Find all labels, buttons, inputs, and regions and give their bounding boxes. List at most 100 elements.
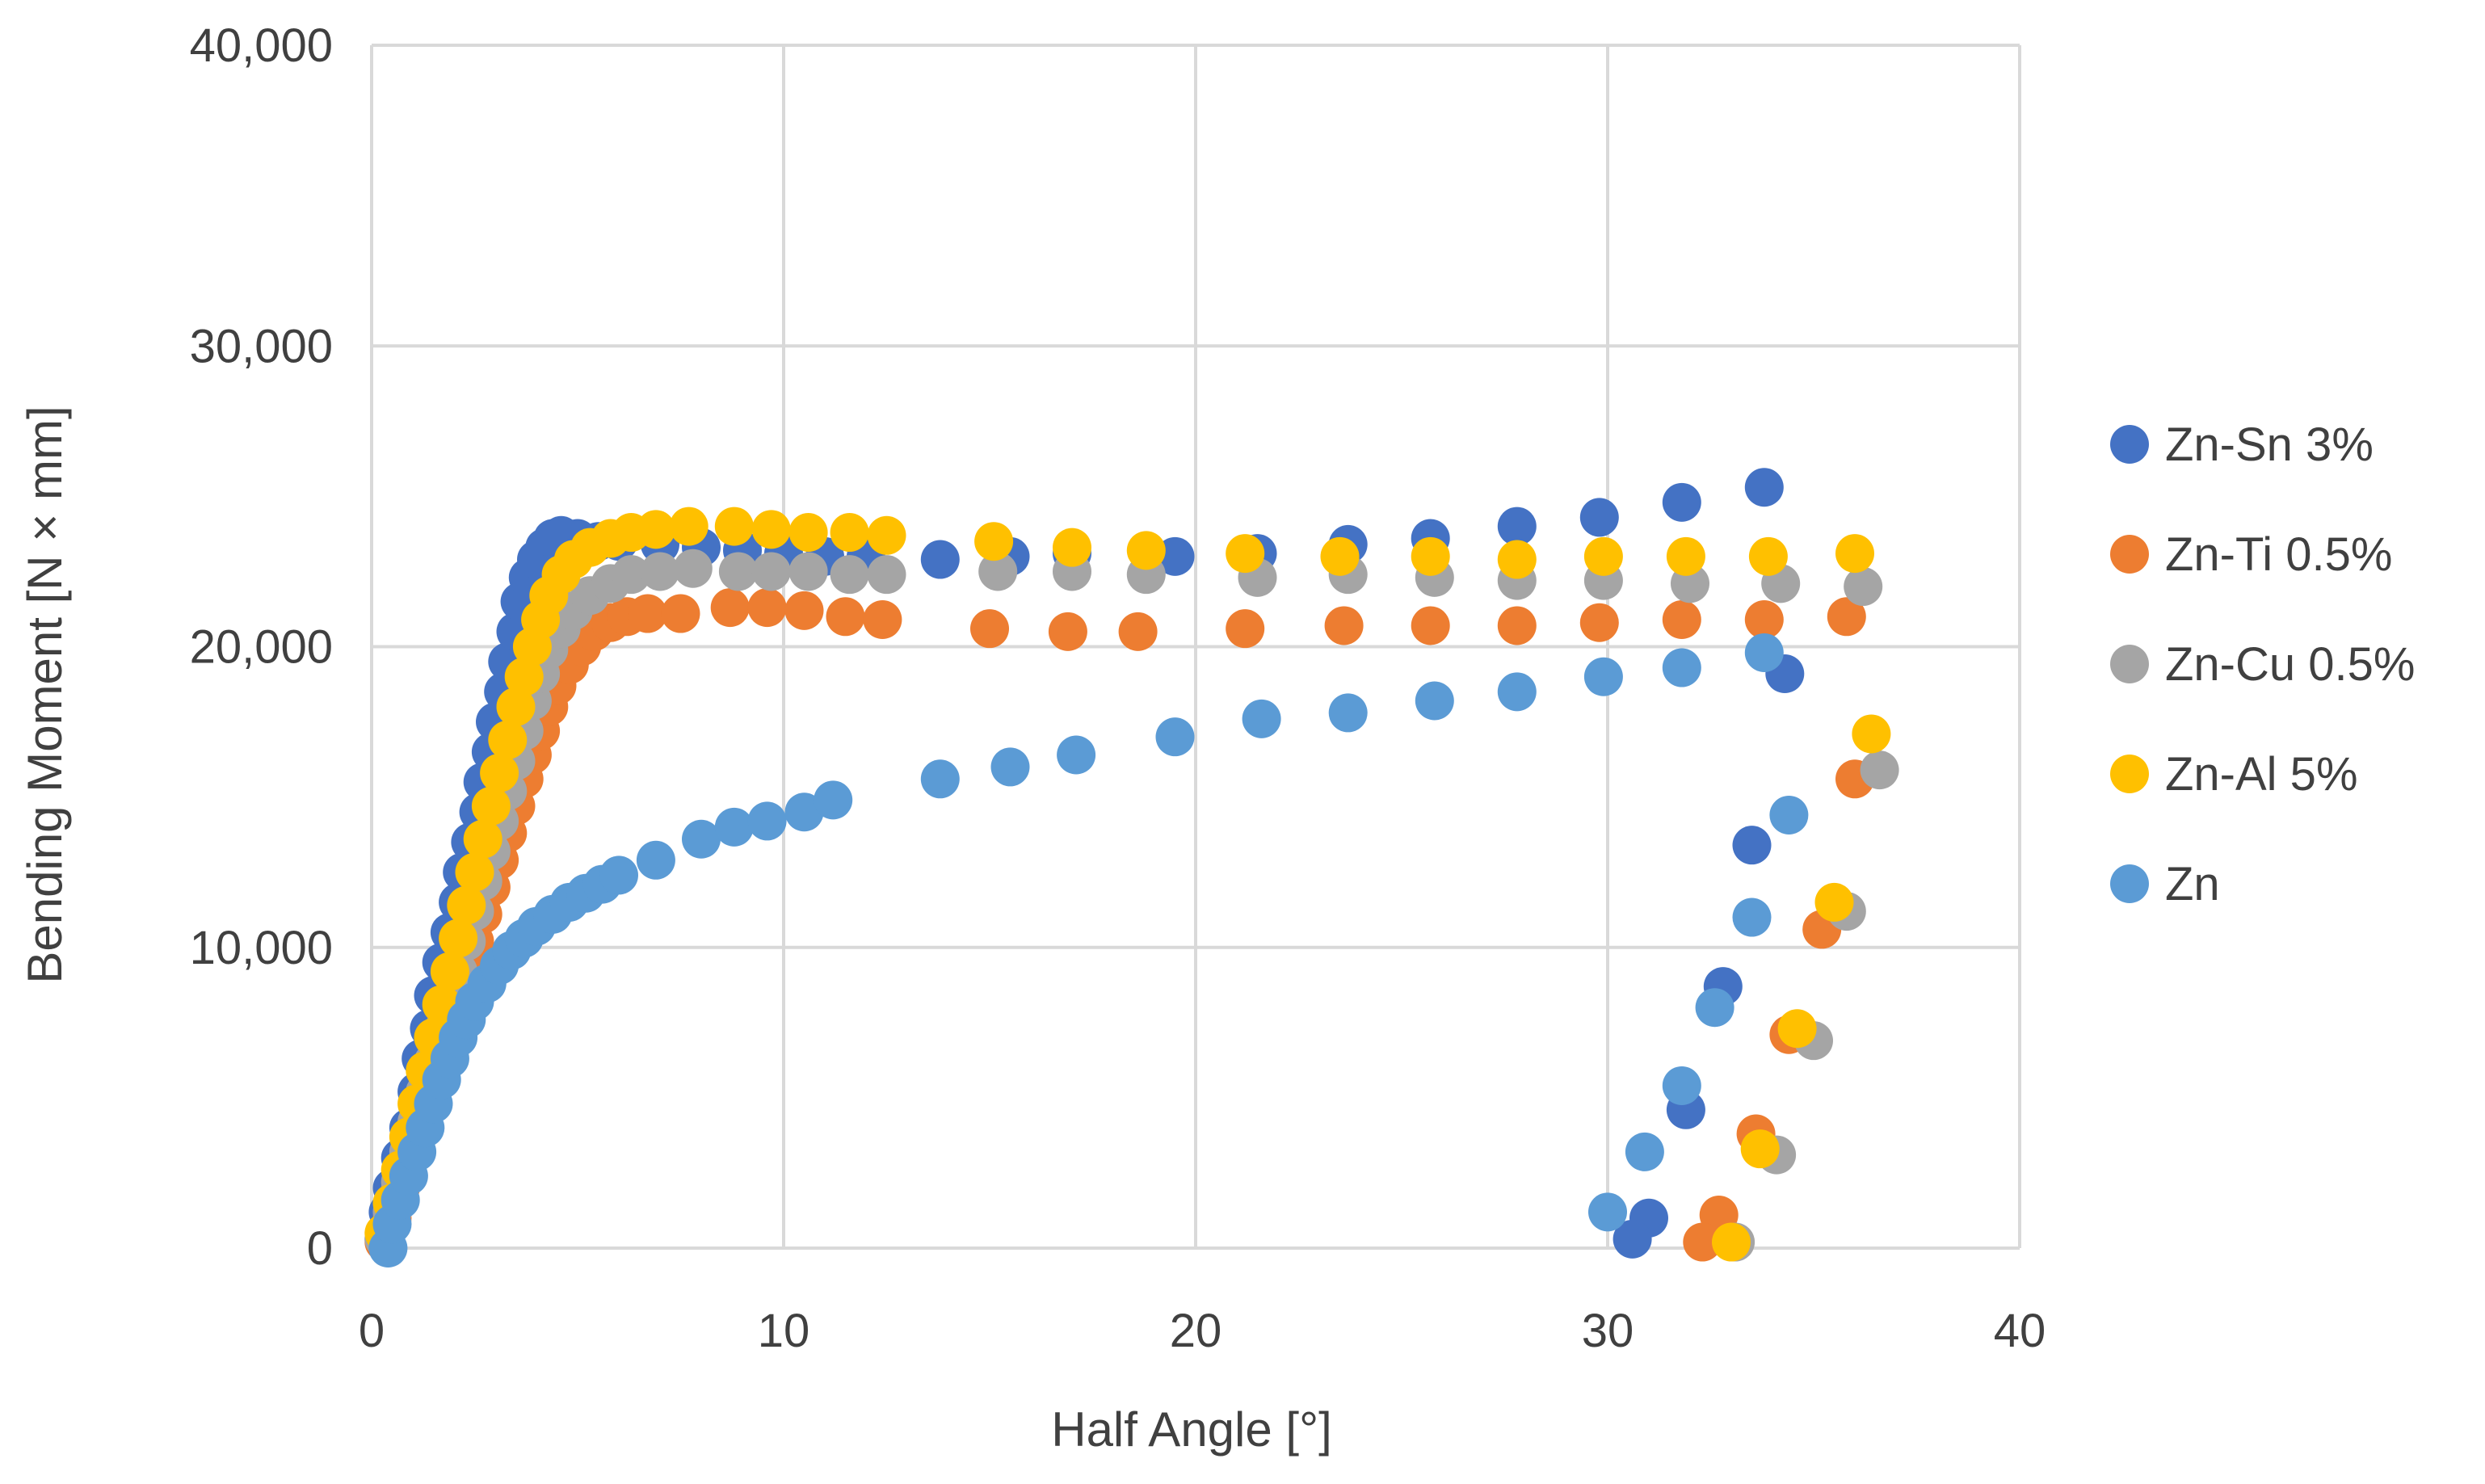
data-point [920,540,960,579]
data-point [1242,699,1281,738]
data-point [1411,606,1450,645]
data-points [364,468,1899,1267]
data-point [718,552,758,591]
legend-label: Zn-Sn 3% [2165,418,2374,471]
data-point [1411,536,1450,576]
data-point [751,552,791,591]
data-point [974,522,1014,561]
x-axis-title: Half Angle [°] [1051,1402,1332,1457]
data-point [599,856,638,895]
data-point [1497,507,1537,546]
gridlines [370,44,2021,1250]
legend-marker [2110,645,2149,683]
legend-entry: Zn-Ti 0.5% [2110,528,2392,581]
data-point [867,515,906,555]
x-tick-label: 40 [1994,1305,2046,1357]
data-point [1695,988,1734,1028]
data-point [990,747,1030,787]
data-point [1053,528,1091,567]
data-point [641,552,679,591]
data-point [920,759,960,799]
y-axis-title: Bending Moment [N × mm] [18,406,72,983]
data-point [1588,1192,1627,1232]
data-point [1814,882,1854,922]
data-point [814,780,853,820]
data-point [1320,536,1360,576]
data-point [830,513,869,553]
data-point [1835,534,1874,574]
data-point [1324,606,1364,645]
data-point [628,594,667,633]
data-point [1057,735,1096,775]
x-tick-label: 20 [1170,1305,1222,1357]
data-point [714,507,754,546]
data-point [1415,681,1454,721]
data-point [1666,536,1705,576]
data-point [747,588,787,628]
legend-label: Zn-Cu 0.5% [2165,638,2415,691]
data-point [751,510,791,549]
y-tick-label: 10,000 [190,922,333,974]
data-point [1226,609,1265,649]
data-point [1328,693,1368,733]
data-point [447,885,486,925]
data-point [788,513,828,553]
data-point [480,753,519,792]
data-point [1744,468,1784,507]
data-point [496,687,536,726]
legend-marker [2110,535,2149,574]
legend-entry: Zn [2110,858,2220,910]
x-tick-label: 30 [1582,1305,1634,1357]
y-tick-label: 40,000 [190,19,333,72]
legend-label: Zn-Al 5% [2165,748,2358,801]
data-point [682,819,721,859]
data-point [1777,1009,1817,1049]
y-tick-label: 30,000 [190,320,333,372]
data-point [1748,536,1788,576]
data-point [661,594,700,633]
series-zn [368,633,1809,1267]
data-point [1613,1219,1652,1259]
data-point [636,510,675,549]
data-point [1662,1066,1701,1105]
data-point [1583,657,1623,696]
y-tick-label: 0 [307,1222,333,1275]
data-point [1662,482,1701,522]
data-point [1712,1222,1751,1262]
legend-marker [2110,755,2149,793]
data-point [1844,567,1883,607]
data-point [636,840,675,880]
data-point [830,555,869,595]
data-point [673,549,713,588]
x-axis-tick-labels: 0 10 20 30 40 [359,1305,2046,1357]
data-point [439,919,478,958]
legend-entry: Zn-Cu 0.5% [2110,638,2415,691]
data-point [488,720,528,759]
data-point [1740,1129,1780,1169]
data-point [430,952,469,991]
data-point [788,552,828,591]
data-point [455,852,494,892]
data-point [1155,717,1195,757]
data-point [1744,633,1784,672]
data-point [1683,1222,1722,1262]
legend-entry: Zn-Sn 3% [2110,418,2374,471]
legend-marker [2110,425,2149,464]
data-point [970,609,1009,649]
data-point [471,786,511,826]
legend-label: Zn-Ti 0.5% [2165,528,2392,581]
data-point [1048,612,1087,651]
data-point [1579,498,1619,537]
data-point [826,597,865,637]
data-point [669,507,708,546]
x-tick-label: 10 [758,1305,810,1357]
data-point [1662,599,1701,639]
data-point [1155,536,1195,576]
y-axis-tick-labels: 0 10,000 20,000 30,000 40,000 [190,19,333,1275]
data-point [1827,597,1866,637]
data-point [1583,536,1623,576]
data-point [1497,672,1537,712]
data-point [1860,750,1899,790]
